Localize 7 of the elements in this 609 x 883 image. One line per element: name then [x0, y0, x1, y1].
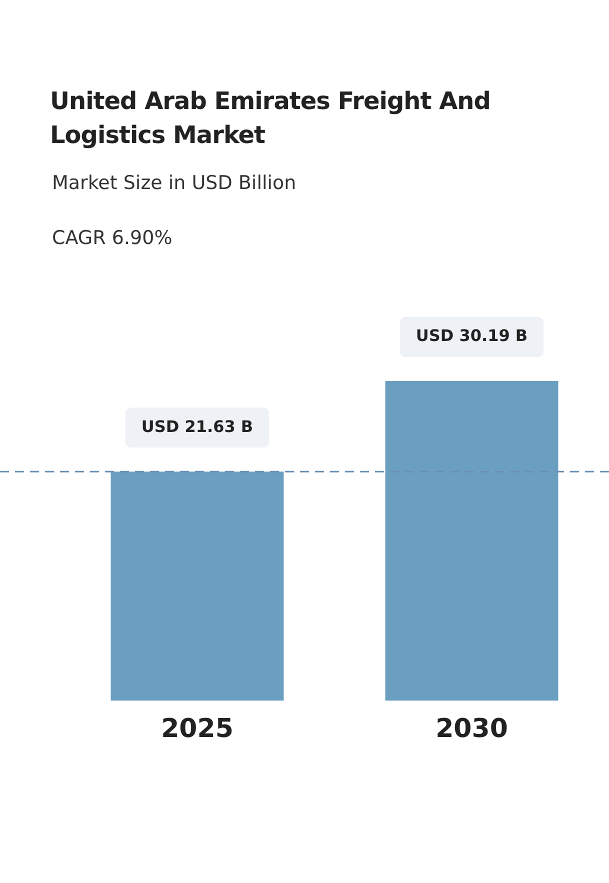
x-tick-label: 2030: [436, 714, 508, 744]
data-label: USD 21.63 B: [141, 416, 254, 436]
text: CAGR 6.90%: [52, 227, 172, 249]
chart-title: United Arab Emirates Freight And Logistics Market: [50, 86, 492, 151]
chart-subtitle: Market Size in USD Billion: [52, 172, 296, 194]
x-tick-label: 2025: [161, 714, 234, 744]
data-label: USD 30.19 B: [416, 326, 528, 346]
